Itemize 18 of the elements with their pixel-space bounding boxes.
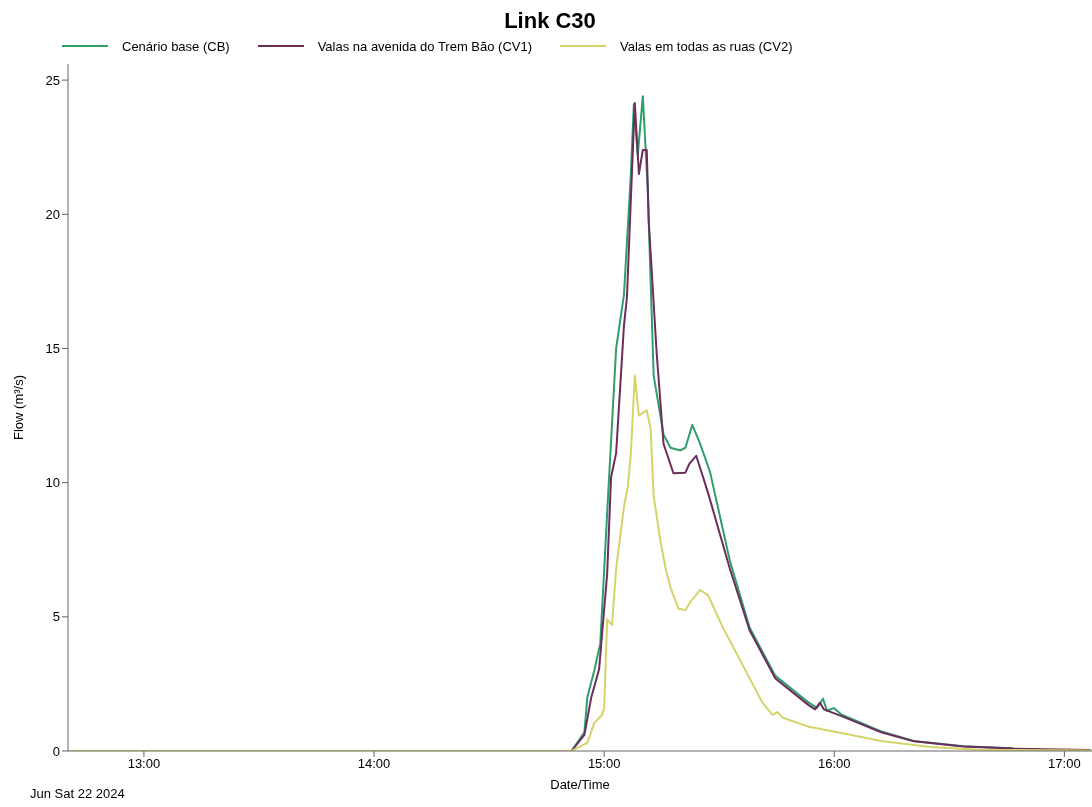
x-tick-label: 15:00 [587, 756, 621, 772]
x-tick-label: 16:00 [818, 756, 851, 772]
y-axis-title: Flow (m³/s) [10, 375, 26, 440]
x-tick-label: 14:00 [357, 756, 391, 772]
y-tick-label: 25 [45, 72, 60, 88]
y-tick-label: 0 [52, 743, 60, 759]
y-tick-label: 5 [52, 609, 60, 625]
legend-label: Valas em todas as ruas (CV2) [620, 38, 793, 54]
y-tick-label: 20 [45, 206, 60, 222]
legend-label: Cenário base (CB) [122, 38, 230, 54]
x-tick-label: 13:00 [127, 756, 161, 772]
y-tick-label: 10 [45, 475, 60, 491]
chart-title: Link C30 [503, 8, 597, 35]
text: Jun Sat 22 2024 [30, 786, 125, 801]
x-tick-label: 17:00 [1048, 756, 1081, 772]
x-axis-title: Date/Time [550, 777, 610, 792]
y-tick-label: 15 [45, 341, 60, 357]
legend-label: Valas na avenida do Trem Bão (CV1) [317, 38, 533, 54]
